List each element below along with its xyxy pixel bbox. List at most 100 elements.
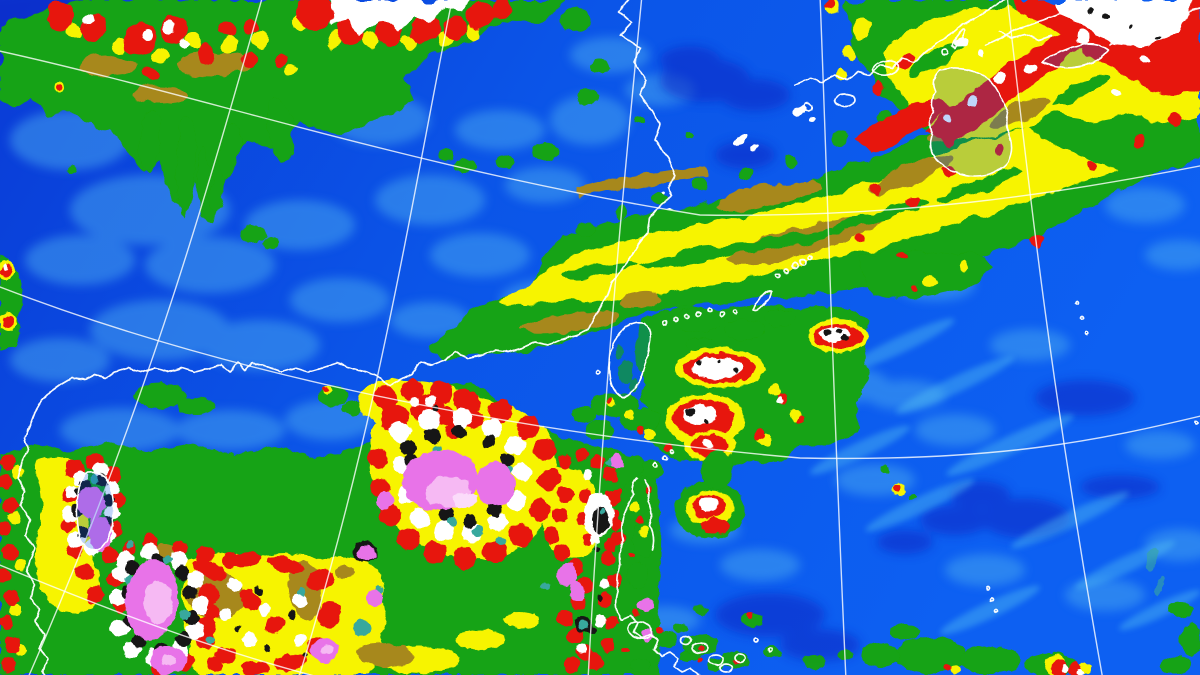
ocean-light-mottling-part — [455, 110, 545, 150]
band-north-fuzzy-edge-part — [693, 180, 707, 194]
scs-red-part — [508, 523, 532, 547]
scs-red-part — [575, 448, 589, 462]
nw-red-cores-part — [490, 0, 510, 18]
philippines-coastlines-part — [753, 637, 759, 643]
cell-d-part — [698, 497, 718, 511]
band-green-streaks-part — [640, 242, 760, 268]
scs-white-part — [186, 621, 204, 639]
cell-e — [808, 319, 868, 353]
scattered-ocean-clouds-part — [532, 143, 558, 161]
cell-b — [665, 394, 745, 446]
scs-black-part — [183, 585, 197, 599]
scs-white-part — [228, 578, 242, 592]
scs-red-part — [2, 544, 18, 560]
ryukyu-islands-part — [707, 307, 713, 313]
northwest-cloud-mass-part — [177, 52, 253, 76]
nw-white-cores-part — [163, 21, 177, 35]
scs-teal-part — [298, 588, 306, 596]
seto-inland-coast — [999, 31, 1053, 41]
scs-red-part — [601, 638, 615, 652]
scs-white-part — [424, 394, 436, 406]
philippines-coastlines-part — [662, 455, 668, 461]
scs-red-part — [0, 615, 13, 629]
scs-white-part — [259, 604, 271, 616]
philippines-coastlines-part — [734, 653, 746, 663]
scs-black-part — [424, 428, 440, 444]
cell-e-part — [835, 327, 841, 333]
scattered-ocean-clouds-part — [342, 401, 362, 415]
scs-white-part — [186, 571, 204, 589]
scs-black-part — [235, 625, 241, 631]
cell-d-part — [701, 518, 729, 534]
band-green-streaks — [560, 168, 1023, 279]
ocean-light-mottling-part — [1065, 579, 1145, 611]
philippines-coastlines-part — [767, 647, 773, 653]
scs-teal-part — [495, 535, 505, 545]
scattered-ocean-clouds-part — [591, 59, 609, 73]
philippine-convection-part — [631, 503, 641, 513]
penghu-island — [595, 369, 601, 375]
southeast-corner-clouds-part — [1146, 548, 1158, 572]
scs-red-part — [603, 468, 617, 482]
southeast-corner-clouds-part — [1155, 575, 1165, 595]
cluster-scatter-part — [769, 384, 781, 396]
southeast-corner-clouds-part — [860, 643, 900, 667]
scs-red-part — [4, 590, 20, 606]
japan-white-cores-part — [1025, 61, 1035, 71]
scs-teal-part — [578, 620, 588, 630]
japan-black-specks-part — [1154, 36, 1158, 40]
scs-red-part — [317, 601, 343, 629]
taiwan-east-convection-part — [607, 397, 613, 403]
ryukyu-islands-part — [662, 320, 668, 326]
small-remote-islands-part — [985, 585, 991, 591]
cluster-scatter-part — [664, 444, 672, 452]
white-cloud-fragments-part — [749, 144, 759, 152]
scs-yellow-part — [14, 559, 26, 571]
northwest-cloud-mass-part — [134, 86, 186, 104]
japan-black-specks-part — [1085, 6, 1091, 12]
philippine-convection-part — [642, 460, 662, 480]
ocean-dark-patches-part — [660, 46, 720, 74]
scs-red-part — [379, 504, 401, 526]
band-red-bits-part — [924, 274, 936, 286]
parallel-north — [0, 50, 1200, 216]
southeast-corner-clouds-part — [960, 646, 1020, 674]
scs-red-part — [267, 555, 303, 575]
nw-red-cores-part — [55, 82, 63, 90]
cluster-scatter-part — [755, 430, 765, 440]
japan-white-cores-part — [1058, 0, 1192, 46]
band-red-bits-part — [1028, 233, 1042, 247]
meridian-1 — [28, 0, 263, 675]
scs-white-part — [419, 409, 441, 431]
cell-a-part — [718, 358, 722, 362]
scs-black-part — [595, 547, 601, 553]
scs-teal-part — [163, 556, 171, 564]
ocean-cyan-streaks-part — [895, 356, 1015, 414]
southeast-corner-clouds-part — [891, 624, 919, 640]
ryukyu-islands-part — [799, 258, 807, 266]
tsushima-island — [951, 27, 966, 49]
scs-red-part — [306, 569, 334, 591]
southeast-corner-clouds-part — [943, 664, 951, 672]
small-remote-islands-part — [989, 597, 995, 603]
band-north-fuzzy-edge-part — [652, 190, 668, 206]
scs-yellow-part — [502, 612, 538, 628]
scs-red-part — [0, 521, 11, 535]
scs-red-part — [454, 547, 476, 569]
japan-red-masses-part — [1167, 112, 1183, 128]
mindoro-island — [627, 620, 653, 640]
ocean-light-mottling-part — [175, 410, 285, 450]
nw-yellow-fringe-part — [66, 21, 84, 39]
southeast-corner-clouds-part — [1061, 665, 1069, 673]
scattered-ocean-clouds — [0, 8, 916, 500]
philippine-convection-part — [633, 522, 657, 558]
scs-red-part — [601, 551, 615, 565]
ocean-light-mottling-part — [990, 329, 1070, 361]
scattered-ocean-clouds-part — [240, 225, 266, 243]
japan-red-masses-part — [1134, 134, 1146, 146]
scs-red-part — [397, 527, 419, 549]
scs-khaki-part — [335, 565, 355, 579]
ryukyu-islands-part — [792, 107, 802, 117]
scs-red-part — [452, 388, 472, 408]
